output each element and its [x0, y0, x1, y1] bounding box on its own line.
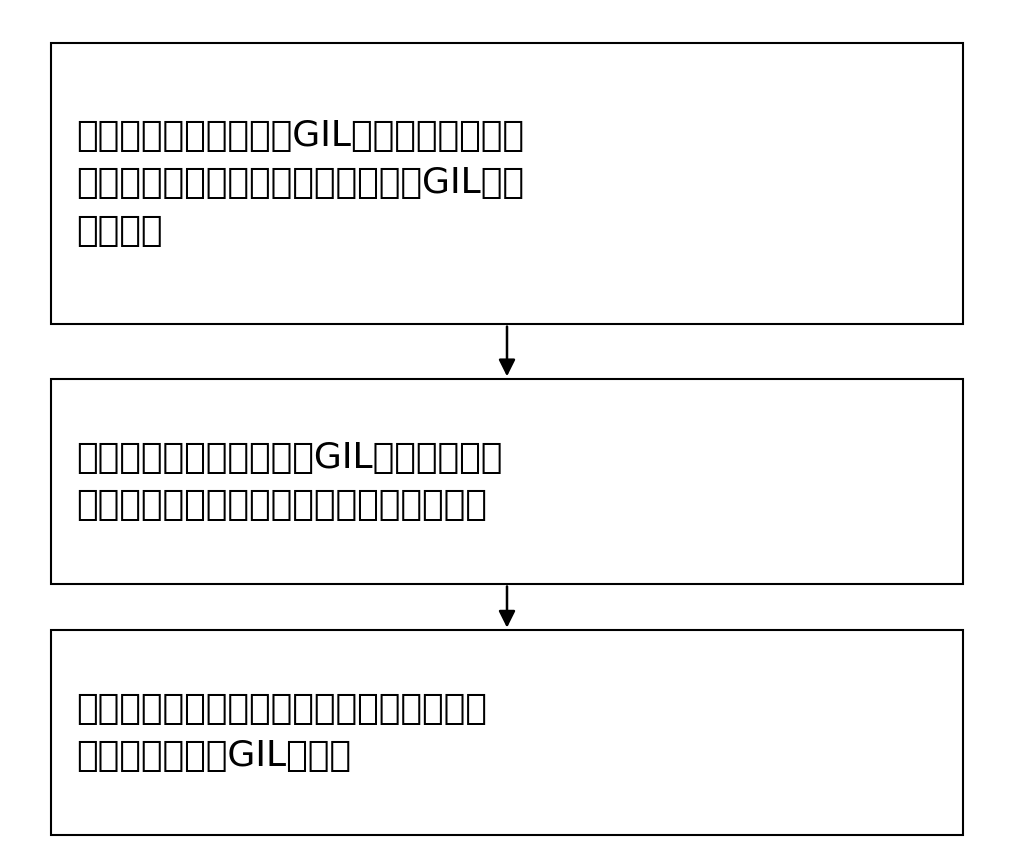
Text: 对特高压交流混合气体GIL线段施加额定电压
和额定电流形成特高压交流混合气体GIL带电
考核线段: 对特高压交流混合气体GIL线段施加额定电压 和额定电流形成特高压交流混合气体GI…: [76, 118, 524, 248]
FancyBboxPatch shape: [51, 379, 963, 584]
FancyBboxPatch shape: [51, 43, 963, 324]
Text: 利用特高压交流混合气体GIL带电考核线段
的结构，按照每个气室进行局放信号的采集: 利用特高压交流混合气体GIL带电考核线段 的结构，按照每个气室进行局放信号的采集: [76, 440, 502, 522]
Text: 对采集的局放信号进行记录和分析，判断出
特高压混合气体GIL的状态: 对采集的局放信号进行记录和分析，判断出 特高压混合气体GIL的状态: [76, 692, 487, 774]
FancyBboxPatch shape: [51, 630, 963, 835]
